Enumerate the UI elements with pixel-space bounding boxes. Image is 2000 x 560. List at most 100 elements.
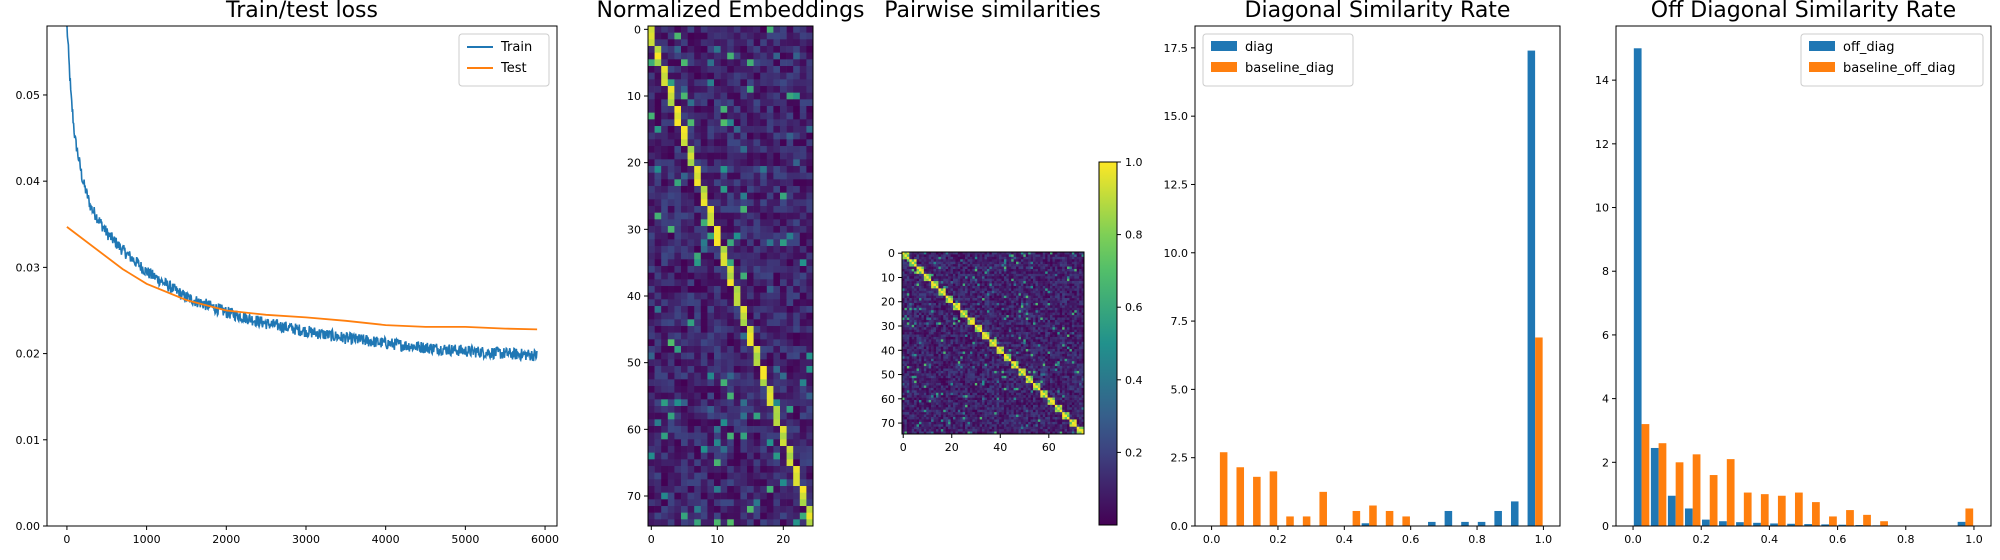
similarity-cell bbox=[923, 334, 927, 338]
heatmap-cell bbox=[707, 146, 715, 153]
heatmap-cell bbox=[799, 292, 807, 300]
similarity-cell bbox=[945, 254, 949, 258]
heatmap-cell bbox=[667, 326, 675, 333]
similarity-cell bbox=[982, 259, 985, 263]
heatmap-cell bbox=[667, 166, 675, 173]
heatmap-cell bbox=[648, 519, 655, 527]
heatmap-cell bbox=[707, 259, 715, 267]
similarity-cell bbox=[1020, 319, 1024, 323]
heatmap-cell bbox=[667, 299, 675, 307]
heatmap-cell bbox=[780, 246, 787, 253]
similarity-cell bbox=[1008, 285, 1012, 289]
similarity-cell bbox=[957, 266, 961, 270]
similarity-cell bbox=[957, 283, 961, 287]
heatmap-cell bbox=[760, 286, 768, 293]
similarity-cell bbox=[969, 312, 973, 316]
similarity-cell bbox=[1040, 334, 1044, 338]
heatmap-cell bbox=[773, 446, 781, 453]
similarity-cell bbox=[955, 261, 959, 265]
similarity-cell bbox=[1028, 273, 1031, 277]
heatmap-cell bbox=[760, 66, 768, 73]
similarity-cell bbox=[1013, 264, 1017, 267]
similarity-cell bbox=[957, 322, 961, 326]
similarity-cell bbox=[1081, 344, 1085, 347]
heatmap-cell bbox=[694, 439, 702, 447]
similarity-cell bbox=[935, 312, 939, 316]
similarity-cell bbox=[916, 302, 920, 306]
similarity-cell bbox=[957, 310, 961, 313]
similarity-cell bbox=[1076, 319, 1080, 323]
heatmap-cell bbox=[707, 519, 715, 527]
similarity-cell bbox=[1028, 268, 1031, 272]
heatmap-cell bbox=[753, 299, 761, 307]
similarity-cell bbox=[933, 317, 937, 321]
similarity-cell bbox=[960, 273, 963, 277]
similarity-cell bbox=[904, 268, 908, 272]
similarity-cell bbox=[1047, 334, 1051, 338]
similarity-cell bbox=[994, 268, 997, 272]
similarity-cell bbox=[1023, 278, 1027, 282]
heatmap-cell bbox=[707, 119, 715, 127]
heatmap-cell bbox=[648, 66, 655, 73]
similarity-cell bbox=[989, 305, 993, 309]
heatmap-cell bbox=[786, 312, 794, 320]
heatmap-cell bbox=[687, 419, 695, 427]
heatmap-cell bbox=[714, 259, 721, 267]
similarity-cell bbox=[923, 256, 927, 260]
similarity-cell bbox=[972, 261, 976, 265]
similarity-cell bbox=[1001, 334, 1005, 338]
similarity-cell bbox=[984, 259, 988, 263]
similarity-cell bbox=[1028, 254, 1031, 258]
similarity-cell bbox=[952, 259, 956, 263]
similarity-cell bbox=[921, 349, 925, 352]
similarity-cell bbox=[1047, 252, 1051, 255]
heatmap-cell bbox=[753, 379, 761, 387]
similarity-cell bbox=[994, 319, 997, 323]
similarity-cell bbox=[977, 344, 980, 347]
similarity-cell bbox=[1074, 324, 1078, 328]
heatmap-cell bbox=[766, 286, 774, 293]
heatmap-cell bbox=[681, 472, 688, 480]
similarity-cell bbox=[1003, 298, 1007, 301]
similarity-cell bbox=[1033, 285, 1036, 289]
heatmap-cell bbox=[654, 79, 662, 87]
similarity-cell bbox=[935, 261, 939, 265]
heatmap-cell bbox=[766, 59, 774, 67]
similarity-cell bbox=[931, 254, 934, 258]
heatmap-cell bbox=[667, 152, 675, 160]
similarity-cell bbox=[1057, 254, 1061, 258]
heatmap-cell bbox=[648, 332, 655, 340]
heatmap-cell bbox=[799, 139, 807, 147]
heatmap-cell bbox=[654, 26, 662, 33]
similarity-cell bbox=[1045, 344, 1048, 347]
heatmap-cell bbox=[773, 386, 781, 393]
heatmap-cell bbox=[727, 219, 735, 227]
similarity-cell bbox=[1033, 332, 1036, 335]
similarity-cell bbox=[909, 264, 913, 267]
heatmap-cell bbox=[667, 79, 675, 87]
heatmap-cell bbox=[700, 166, 708, 173]
heatmap-cell bbox=[687, 499, 695, 507]
heatmap-cell bbox=[654, 512, 662, 520]
heatmap-cell bbox=[648, 406, 655, 413]
heatmap-cell bbox=[720, 119, 728, 127]
similarity-cell bbox=[918, 344, 922, 347]
similarity-cell bbox=[928, 324, 932, 328]
similarity-cell bbox=[933, 305, 937, 309]
heatmap-cell bbox=[799, 52, 807, 60]
similarity-cell bbox=[931, 339, 934, 343]
similarity-cell bbox=[1013, 290, 1017, 294]
similarity-cell bbox=[1018, 285, 1022, 289]
heatmap-cell bbox=[648, 106, 655, 113]
heatmap-cell bbox=[753, 319, 761, 327]
similarity-cell bbox=[1064, 300, 1068, 304]
heatmap-cell bbox=[674, 226, 682, 233]
similarity-cell bbox=[1011, 346, 1014, 350]
similarity-cell bbox=[948, 307, 951, 311]
similarity-cell bbox=[923, 317, 927, 321]
heatmap-cell bbox=[648, 379, 655, 387]
similarity-cell bbox=[943, 334, 946, 338]
similarity-cell bbox=[1059, 271, 1063, 275]
similarity-cell bbox=[965, 334, 968, 338]
similarity-cell bbox=[1050, 264, 1053, 267]
